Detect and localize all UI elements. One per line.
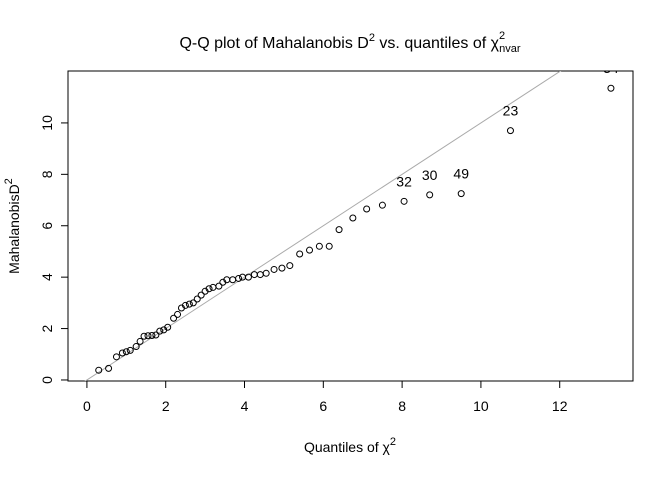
y-tick-label: 0 bbox=[39, 376, 55, 384]
point bbox=[152, 331, 160, 339]
point bbox=[335, 226, 343, 234]
x-tick-label: 12 bbox=[552, 398, 568, 414]
point bbox=[607, 84, 615, 92]
point bbox=[296, 250, 304, 258]
title-sup: 2 bbox=[369, 32, 375, 44]
point bbox=[278, 264, 286, 272]
point-label: 32 bbox=[396, 173, 412, 189]
y-tick-label: 2 bbox=[39, 324, 55, 332]
point bbox=[205, 285, 213, 293]
point-label: 34 bbox=[603, 60, 619, 76]
point bbox=[315, 242, 323, 250]
point bbox=[164, 323, 172, 331]
point bbox=[306, 246, 314, 254]
y-tick-label: 4 bbox=[39, 273, 55, 281]
point bbox=[193, 295, 201, 303]
point bbox=[235, 274, 243, 282]
x-tick-label: 4 bbox=[241, 398, 249, 414]
point bbox=[363, 205, 371, 213]
point bbox=[112, 353, 120, 361]
point bbox=[122, 348, 130, 356]
y-tick-label: 6 bbox=[39, 222, 55, 230]
x-label-text: Quantiles of χ bbox=[304, 439, 391, 455]
title-chi: χ bbox=[491, 35, 500, 52]
plot-area: 32 30 49 23 34 bbox=[84, 60, 619, 381]
point bbox=[426, 191, 434, 199]
x-tick-label: 6 bbox=[319, 398, 327, 414]
point bbox=[262, 269, 270, 277]
point bbox=[156, 327, 164, 335]
point bbox=[95, 366, 103, 374]
point bbox=[136, 337, 144, 345]
title-text: Q-Q plot of Mahalanobis D bbox=[179, 35, 368, 52]
chart-title: Q-Q plot of Mahalanobis D2 vs. quantiles… bbox=[179, 30, 520, 55]
y-label-sup: 2 bbox=[3, 178, 15, 184]
x-tick-label: 8 bbox=[398, 398, 406, 414]
y-label-text: MahalanobisD bbox=[6, 184, 22, 274]
point bbox=[185, 300, 193, 308]
x-axis-label: Quantiles of χ2 bbox=[304, 436, 396, 455]
point-label: 30 bbox=[422, 167, 438, 183]
x-tick-label: 0 bbox=[83, 398, 91, 414]
point bbox=[174, 310, 182, 318]
point bbox=[170, 314, 178, 322]
point bbox=[148, 332, 156, 340]
point-label: 49 bbox=[453, 166, 469, 182]
point bbox=[349, 214, 357, 222]
point bbox=[215, 282, 223, 290]
title-text: vs. quantiles of bbox=[375, 35, 491, 52]
y-axis-label: MahalanobisD2 bbox=[3, 178, 22, 274]
point bbox=[140, 332, 148, 340]
point bbox=[244, 273, 252, 281]
point bbox=[189, 299, 197, 307]
point bbox=[378, 201, 386, 209]
y-tick-label: 8 bbox=[39, 170, 55, 178]
point bbox=[118, 349, 126, 357]
point bbox=[197, 291, 205, 299]
point bbox=[126, 346, 134, 354]
point bbox=[132, 343, 140, 351]
point bbox=[400, 197, 408, 205]
point bbox=[506, 127, 514, 135]
point bbox=[105, 364, 113, 372]
point bbox=[144, 332, 152, 340]
reference-line bbox=[84, 71, 562, 381]
y-tick-label: 10 bbox=[39, 115, 55, 131]
point bbox=[286, 262, 294, 270]
x-tick-label: 10 bbox=[473, 398, 489, 414]
point bbox=[325, 242, 333, 250]
x-tick-label: 2 bbox=[162, 398, 170, 414]
point-label: 23 bbox=[503, 103, 519, 119]
title-sub: nvar bbox=[499, 43, 521, 55]
point bbox=[457, 190, 465, 198]
point bbox=[181, 301, 189, 309]
point bbox=[270, 265, 278, 273]
title-sup: 2 bbox=[499, 30, 505, 42]
x-label-sup: 2 bbox=[390, 436, 396, 448]
